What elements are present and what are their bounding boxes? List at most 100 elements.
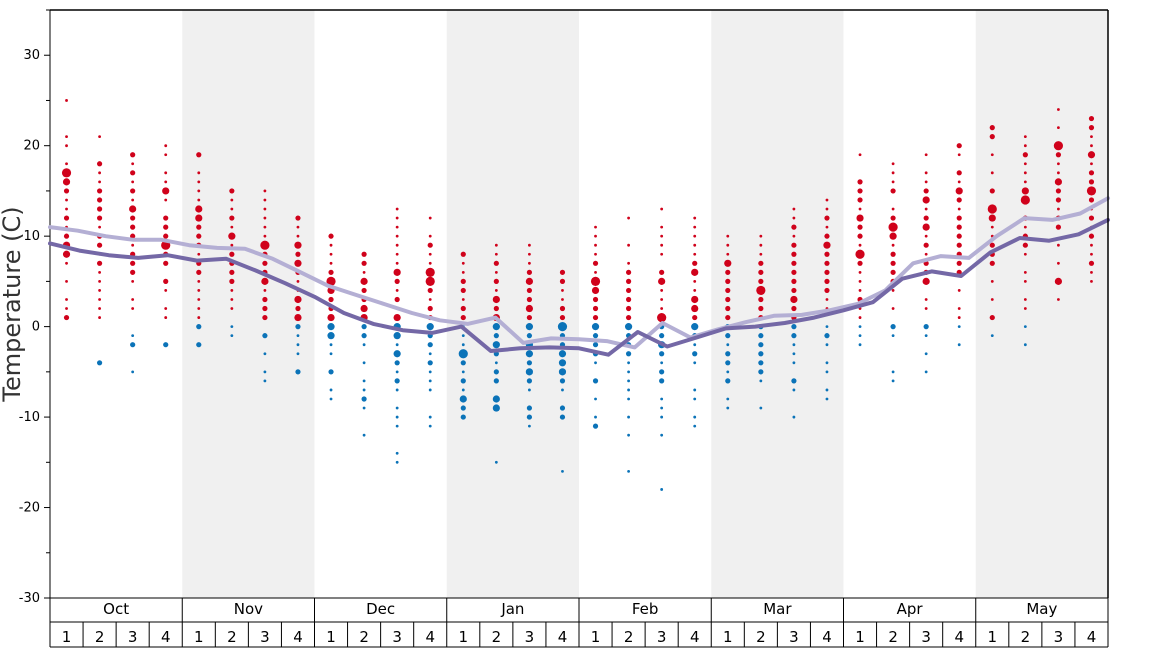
warm-dot <box>131 279 135 283</box>
cold-dot <box>362 343 366 347</box>
cold-dot <box>131 334 135 338</box>
warm-dot <box>957 289 961 292</box>
warm-dot <box>130 215 136 221</box>
warm-dot <box>956 215 962 221</box>
x-axis: Oct 1 2 3 4 Nov 1 2 3 4 Dec 1 2 3 4 Jan 1 2 3 4 Feb 1 2 3 4 Mar 1 2… <box>49 598 1109 648</box>
warm-dot <box>162 187 170 195</box>
warm-dot <box>229 251 235 257</box>
warm-dot <box>1053 141 1064 151</box>
warm-dot <box>197 307 201 310</box>
warm-dot <box>493 278 499 284</box>
cold-dot <box>758 369 764 375</box>
cold-dot <box>460 360 466 366</box>
warm-dot <box>791 242 797 248</box>
warm-dot <box>858 243 862 247</box>
cold-dot <box>96 360 103 366</box>
week-label: 4 <box>690 628 700 646</box>
cold-dot <box>891 379 895 383</box>
warm-dot <box>559 278 566 284</box>
week-label: 3 <box>525 628 535 646</box>
warm-dot <box>922 196 930 204</box>
cold-dot <box>791 378 797 384</box>
cold-dot <box>627 397 630 401</box>
warm-dot <box>758 296 764 303</box>
warm-dot <box>494 243 498 247</box>
cold-dot <box>492 404 500 412</box>
warm-dot <box>824 215 830 221</box>
cold-dot <box>591 323 600 331</box>
cold-dot <box>759 379 763 383</box>
warm-dot <box>494 270 498 274</box>
warm-dot <box>1055 188 1062 194</box>
warm-dot <box>295 215 301 221</box>
warm-dot <box>164 171 168 175</box>
warm-dot <box>1023 144 1027 148</box>
warm-dot <box>492 295 500 304</box>
warm-dot <box>989 242 995 248</box>
warm-dot <box>230 207 234 211</box>
y-tick-label: 20 <box>23 139 40 154</box>
warm-dot <box>61 168 72 178</box>
cold-dot <box>1023 325 1027 329</box>
cold-dot <box>263 352 267 356</box>
warm-dot <box>693 216 697 220</box>
warm-dot <box>460 305 466 312</box>
cold-dot <box>592 342 599 348</box>
warm-dot <box>957 207 961 211</box>
warm-dot <box>96 206 103 212</box>
warm-dot <box>425 276 435 286</box>
cold-dot <box>329 343 333 347</box>
cold-dot <box>725 378 731 384</box>
warm-dot <box>824 278 830 284</box>
warm-dot <box>924 153 928 157</box>
warm-dot <box>825 198 829 202</box>
cold-dot <box>758 342 764 348</box>
cold-dot <box>627 433 630 437</box>
warm-dot <box>65 261 68 265</box>
cold-dot <box>957 325 961 329</box>
cold-dot <box>526 378 533 384</box>
warm-dot <box>956 170 962 176</box>
warm-dot <box>791 251 797 257</box>
month-label-oct: Oct <box>103 600 129 618</box>
cold-dot <box>461 334 465 338</box>
trend-lines <box>48 196 1110 357</box>
warm-dot <box>263 289 267 292</box>
warm-dot <box>923 215 929 221</box>
warm-dot <box>559 314 566 321</box>
warm-dot <box>63 314 70 321</box>
warm-dot <box>98 180 101 184</box>
warm-dot <box>858 279 862 283</box>
warm-dot <box>824 287 830 294</box>
month-band-may <box>975 10 1108 598</box>
warm-dot <box>427 287 433 294</box>
warm-dot <box>1055 152 1062 158</box>
warm-dot <box>758 278 764 284</box>
warm-dot <box>494 252 498 256</box>
cold-dot <box>395 343 399 347</box>
warm-dot <box>1055 224 1062 230</box>
warm-dot <box>625 305 632 312</box>
warm-dot <box>1088 125 1095 131</box>
warm-dot <box>164 316 168 319</box>
warm-dot <box>65 135 68 139</box>
warm-dot <box>164 289 168 292</box>
cold-dot <box>362 406 366 410</box>
warm-dot <box>493 305 499 312</box>
warm-dot <box>1057 162 1060 166</box>
warm-dot <box>791 305 797 312</box>
week-label: 3 <box>392 628 402 646</box>
warm-dot <box>360 304 368 313</box>
warm-dot <box>888 222 898 232</box>
cold-dot <box>362 433 366 437</box>
cold-dot <box>361 324 367 330</box>
warm-dot <box>1057 298 1060 301</box>
warm-dot <box>594 225 597 229</box>
warm-dot <box>394 278 400 284</box>
warm-dot <box>592 296 599 303</box>
cold-dot <box>725 351 731 357</box>
warm-dot <box>627 261 630 265</box>
cold-dot <box>558 368 567 376</box>
warm-dot <box>360 277 368 285</box>
warm-dot <box>891 307 895 310</box>
